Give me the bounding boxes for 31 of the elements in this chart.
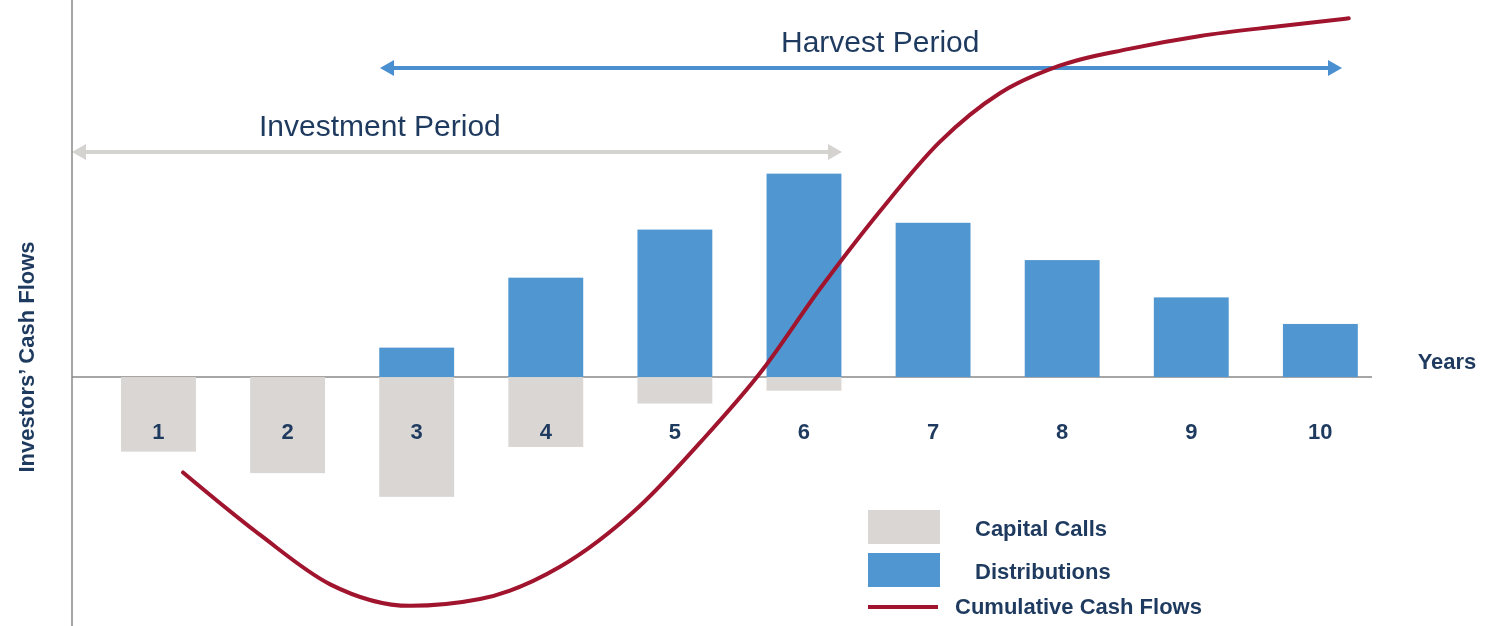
bar [637,377,713,404]
x-axis-title: Years [1417,349,1477,375]
bar [508,277,584,378]
legend-label: Cumulative Cash Flows [955,594,1202,619]
bar [766,377,842,391]
bar [1282,323,1358,378]
bar [379,377,455,497]
y-axis-title: Investors’ Cash Flows [14,241,39,473]
x-tick-label: 8 [1056,419,1069,445]
legend-label: Capital Calls [975,516,1108,541]
annotation: Investment Period [259,109,501,142]
annotation: Harvest Period [781,25,980,58]
x-tick-label: 2 [281,419,294,445]
x-tick-label: 7 [926,419,940,445]
x-tick-label: 6 [797,419,811,445]
bar [508,377,584,447]
bar [121,377,196,452]
bar [895,222,971,378]
bar [1024,260,1100,378]
bar [1153,297,1229,378]
x-tick-label: 3 [410,419,423,445]
x-tick-label: 1 [152,419,165,445]
x-tick-label: 10 [1308,419,1333,445]
bar [250,377,326,474]
bar [637,229,713,378]
legend-label: Distributions [975,559,1111,584]
x-tick-label: 4 [539,419,553,445]
bar [379,347,455,378]
x-tick-label: 9 [1185,419,1198,445]
bar [766,173,842,378]
x-tick-label: 5 [668,419,681,445]
